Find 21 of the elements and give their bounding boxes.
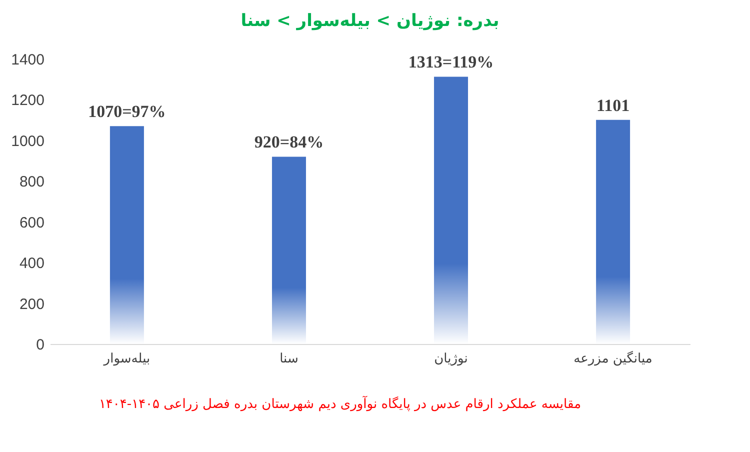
- chart-title: بدره: نوژیان > بیله‌سوار > سنا: [240, 11, 500, 31]
- y-tick-label: 200: [19, 296, 44, 313]
- y-tick-label: 800: [19, 174, 44, 191]
- y-tick-label: 600: [19, 214, 44, 232]
- y-tick-label: 1000: [11, 132, 44, 150]
- data-label: 1313=119%: [408, 52, 494, 72]
- text: مقایسه عملکرد ارقام عدس در پایگاه نوآوری دیم شهرستان بدره فصل زراعی ۱۴۰۵-۱۴۰۴: [98, 395, 582, 412]
- x-tick-label: میانگین مزرعه: [574, 350, 652, 366]
- data-label: 920=84%: [254, 132, 324, 152]
- y-tick-label: 1400: [11, 52, 44, 68]
- y-tick-label: 400: [19, 255, 44, 272]
- data-label: 1070=97%: [88, 102, 166, 122]
- bar: [110, 126, 144, 344]
- bar: [596, 120, 630, 344]
- x-tick-label: نوژیان: [434, 352, 468, 366]
- bar: [272, 156, 306, 344]
- x-tick-label: بیله‌سوار: [102, 352, 150, 366]
- y-tick-label: 1200: [11, 92, 44, 110]
- y-tick-label: 0: [36, 336, 44, 354]
- x-tick-label: سنا: [280, 352, 298, 366]
- data-label: 1101: [596, 96, 630, 115]
